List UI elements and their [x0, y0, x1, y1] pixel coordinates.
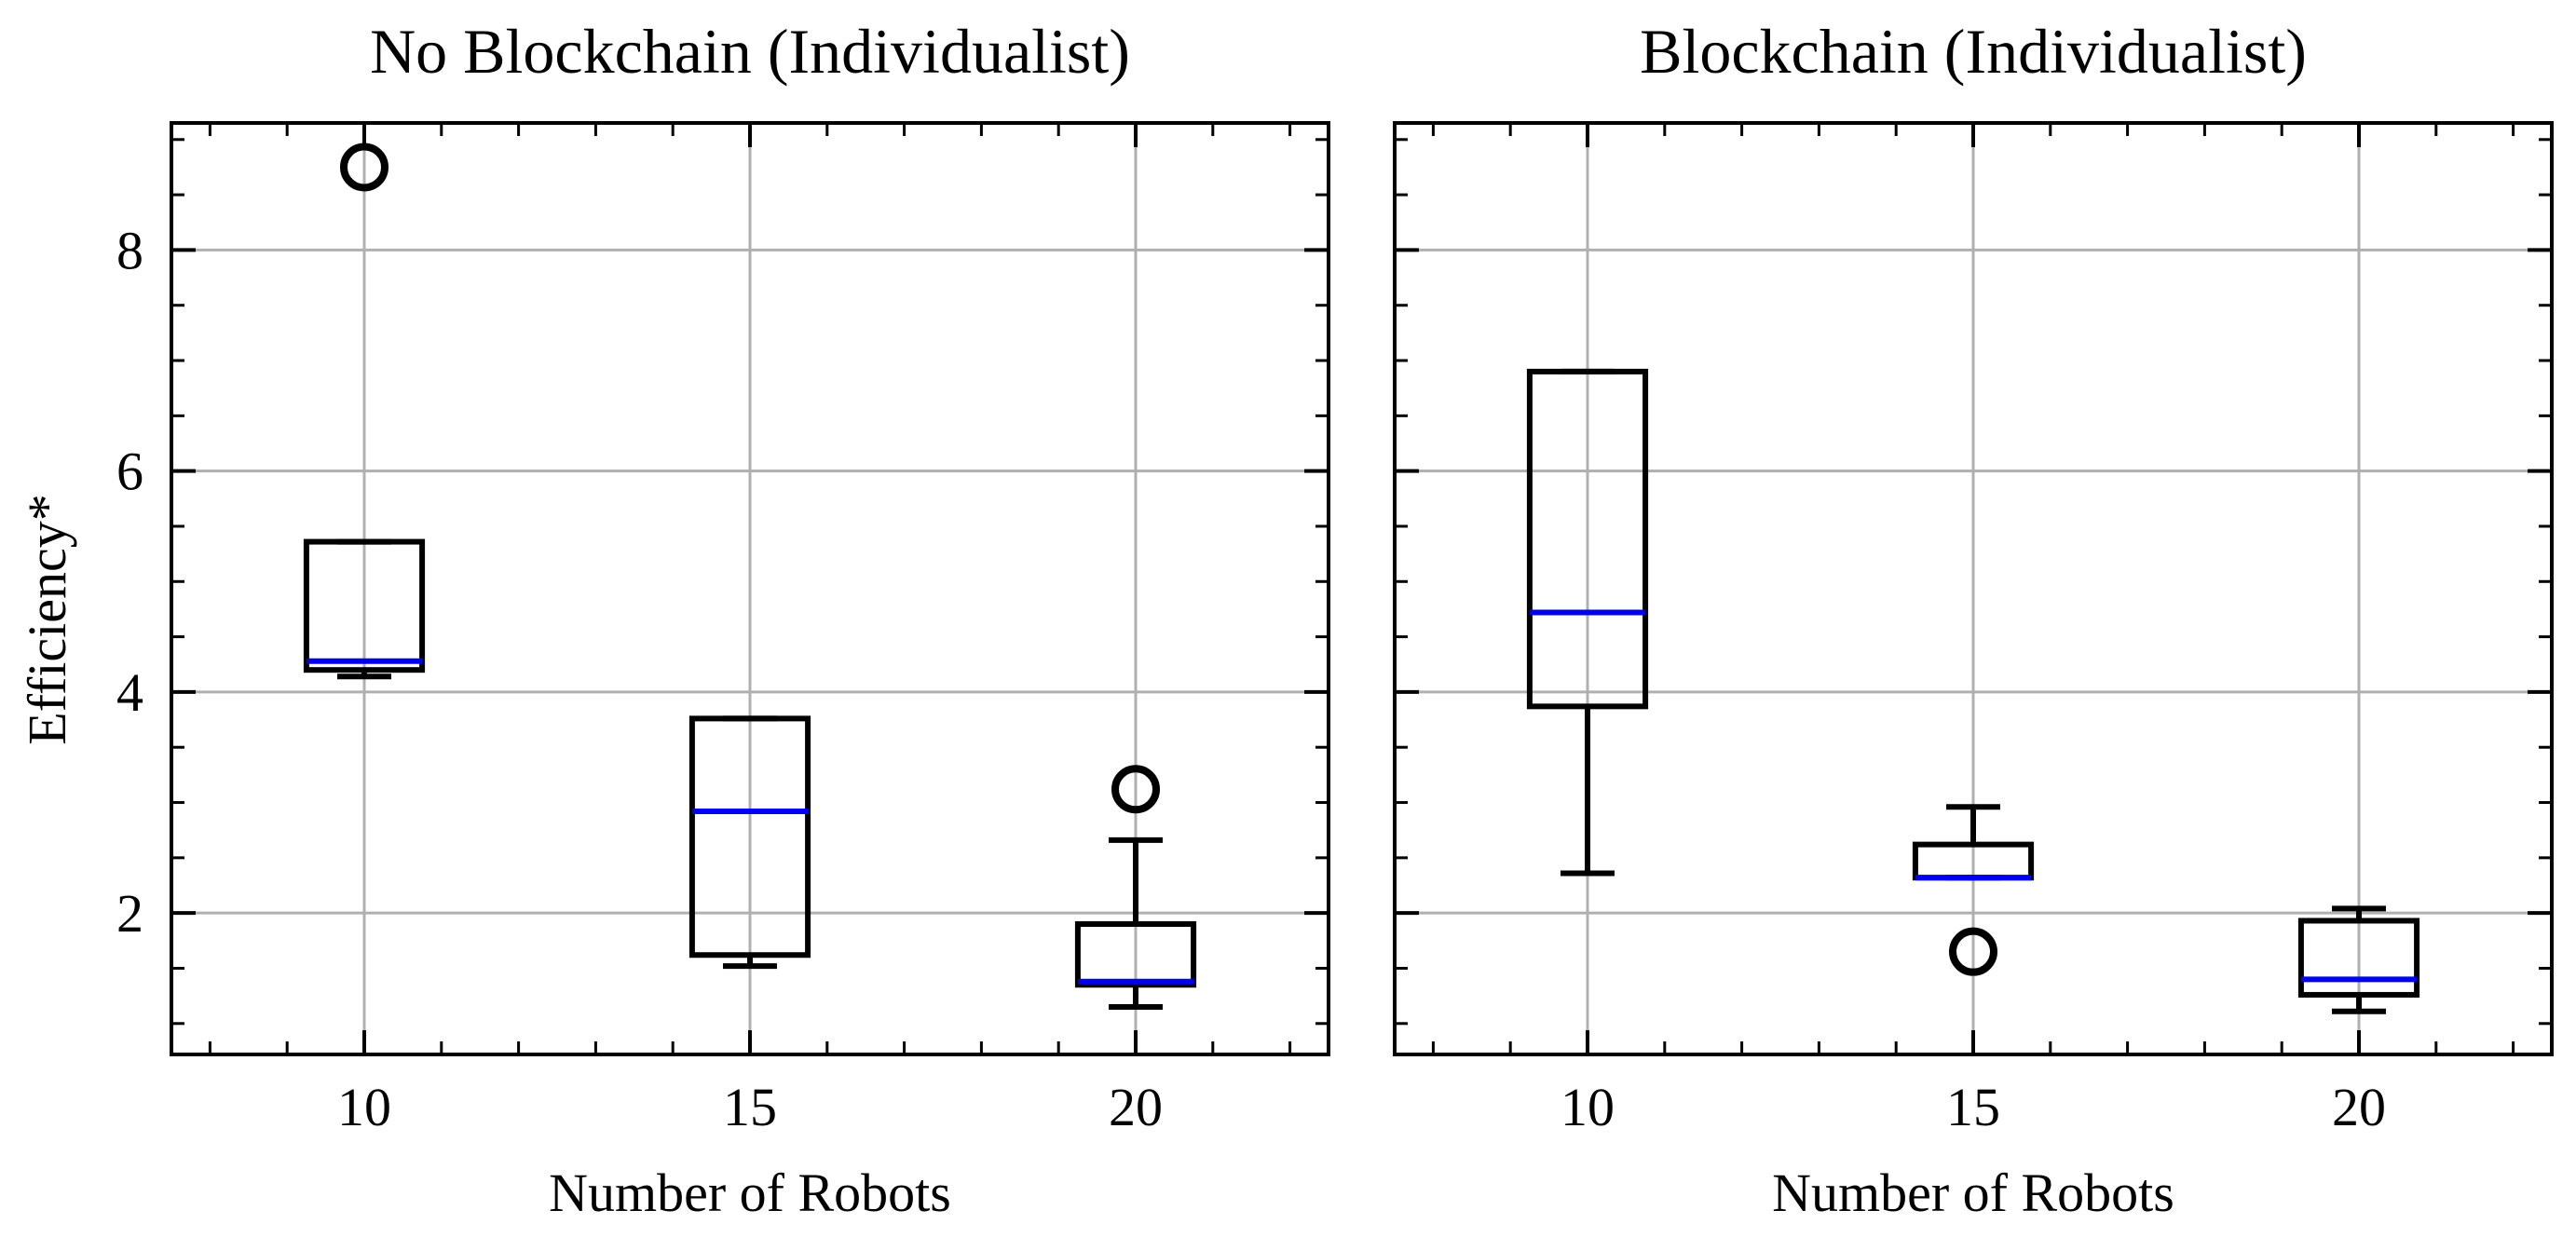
- x-tick-label: 15: [723, 1077, 777, 1137]
- box-plot-20: [2297, 905, 2420, 1014]
- y-tick-label: 6: [116, 442, 143, 502]
- iqr-box: [2297, 918, 2420, 998]
- box-plot-10: [303, 143, 426, 680]
- x-tick-label: 20: [2332, 1077, 2386, 1137]
- panel-title: No Blockchain (Individualist): [370, 16, 1130, 87]
- outlier-point: [1949, 927, 1997, 976]
- y-axis-label: Efficiency*: [17, 494, 77, 744]
- y-tick-label: 8: [116, 220, 143, 280]
- box-plot-15: [688, 715, 811, 970]
- box-plot-10: [1526, 368, 1649, 877]
- iqr-box: [1526, 368, 1649, 710]
- panel-no-blockchain: No Blockchain (Individualist) Number of …: [17, 16, 1330, 1223]
- y-tick-label: 4: [116, 662, 143, 723]
- x-tick-label: 20: [1109, 1077, 1163, 1137]
- panel-title: Blockchain (Individualist): [1640, 16, 2307, 87]
- iqr-box: [688, 715, 811, 959]
- iqr-box: [303, 538, 426, 673]
- x-axis-label: Number of Robots: [549, 1163, 951, 1223]
- iqr-box: [1074, 921, 1197, 988]
- x-tick-label: 10: [1561, 1077, 1615, 1137]
- x-tick-label: 15: [1946, 1077, 2000, 1137]
- x-tick-label: 10: [337, 1077, 391, 1137]
- y-tick-label: 2: [116, 883, 143, 944]
- box-plot-15: [1912, 804, 2035, 976]
- outlier-point: [340, 143, 388, 192]
- outlier-point: [1111, 765, 1160, 814]
- x-axis-label: Number of Robots: [1772, 1163, 2174, 1223]
- panel-blockchain: Blockchain (Individualist) Number of Rob…: [1393, 16, 2554, 1223]
- box-plot-20: [1074, 765, 1197, 1010]
